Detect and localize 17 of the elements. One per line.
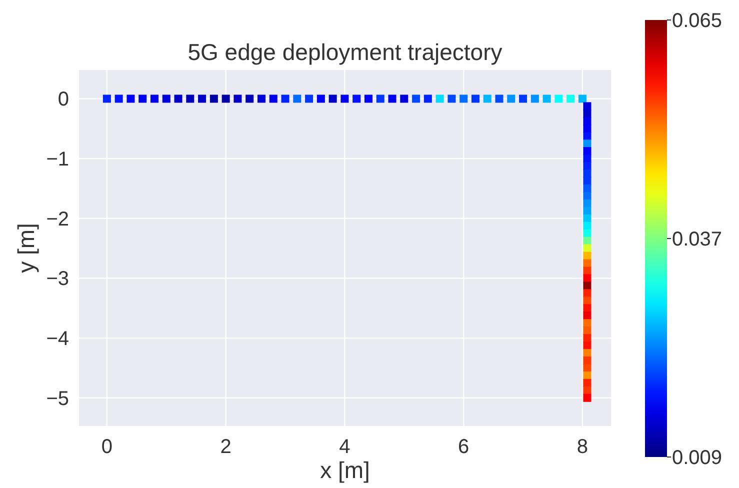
y-tick-label: −3 — [46, 268, 69, 290]
x-axis-title: x [m] — [320, 457, 370, 483]
x-tick-label: 8 — [576, 436, 588, 458]
color-bar-label: 0.037 — [672, 228, 722, 250]
y-tick-label: −5 — [46, 388, 69, 410]
y-tick-label: −2 — [46, 208, 69, 230]
y-tick-label: 0 — [58, 88, 69, 111]
color-bar-label: 0.065 — [672, 10, 722, 32]
y-tick-label: −4 — [46, 328, 69, 350]
x-tick-label: 0 — [101, 436, 112, 458]
chart-title: 5G edge deployment trajectory — [188, 39, 503, 65]
y-axis-title: y [m] — [13, 223, 39, 273]
x-tick-label: 6 — [458, 436, 470, 458]
x-tick-label: 4 — [339, 436, 350, 458]
x-tick-label: 2 — [220, 436, 232, 458]
color-bar-label: 0.009 — [672, 447, 722, 469]
y-tick-label: −1 — [46, 148, 69, 171]
